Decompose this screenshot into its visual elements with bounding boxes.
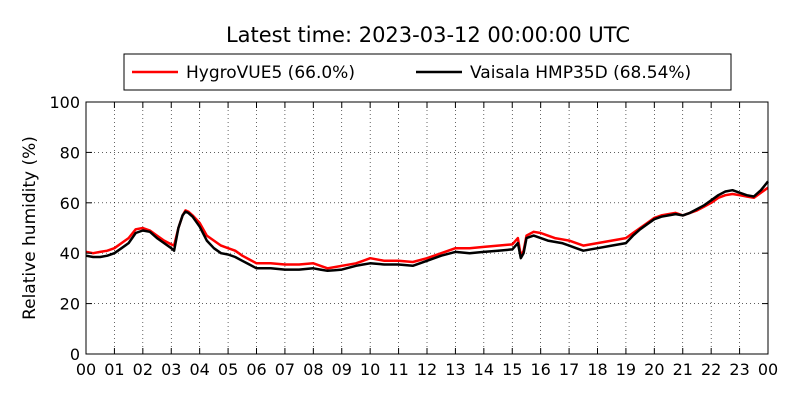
y-axis-label: Relative humidity (%) (20, 136, 40, 320)
y-tick-label: 20 (60, 295, 80, 314)
x-tick-label: 11 (388, 360, 408, 379)
x-tick-label: 13 (445, 360, 465, 379)
x-tick-label: 07 (275, 360, 295, 379)
x-tick-label: 06 (246, 360, 266, 379)
y-tick-label: 40 (60, 244, 80, 263)
legend-label-hygrovue5: HygroVUE5 (66.0%) (186, 63, 355, 83)
x-tick-label: 14 (474, 360, 494, 379)
x-tick-label: 00 (76, 360, 96, 379)
legend: HygroVUE5 (66.0%) Vaisala HMP35D (68.54%… (123, 53, 732, 91)
x-tick-label: 22 (701, 360, 721, 379)
legend-label-vaisala: Vaisala HMP35D (68.54%) (470, 63, 691, 83)
x-tick-label: 18 (587, 360, 607, 379)
x-tick-label: 10 (360, 360, 380, 379)
x-tick-label: 08 (303, 360, 323, 379)
y-tick-label: 60 (60, 194, 80, 213)
x-tick-label: 00 (758, 360, 778, 379)
chart-title: Latest time: 2023-03-12 00:00:00 UTC (226, 23, 630, 47)
x-tick-label: 01 (104, 360, 124, 379)
plot-area (85, 101, 769, 355)
x-tick-label: 02 (133, 360, 153, 379)
x-tick-label: 12 (417, 360, 437, 379)
x-tick-label: 09 (332, 360, 352, 379)
grid (86, 102, 768, 354)
series-line-hygrovue5 (85, 186, 769, 270)
axis-ticks: 00 01 02 03 04 05 06 07 08 09 10 11 12 13 14 15 16 17 18 19… (49, 93, 778, 379)
x-tick-label: 16 (530, 360, 550, 379)
y-tick-label: 100 (49, 93, 80, 112)
x-tick-label: 17 (559, 360, 579, 379)
x-tick-label: 19 (616, 360, 636, 379)
series-line-vaisala (85, 180, 769, 273)
x-tick-label: 05 (218, 360, 238, 379)
x-tick-label: 04 (189, 360, 209, 379)
x-tick-label: 15 (502, 360, 522, 379)
x-tick-label: 21 (673, 360, 693, 379)
y-tick-label: 0 (70, 345, 80, 364)
series-layer (85, 180, 769, 273)
y-tick-label: 80 (60, 143, 80, 162)
x-tick-label: 20 (644, 360, 664, 379)
x-tick-label: 03 (161, 360, 181, 379)
x-tick-label: 23 (729, 360, 749, 379)
